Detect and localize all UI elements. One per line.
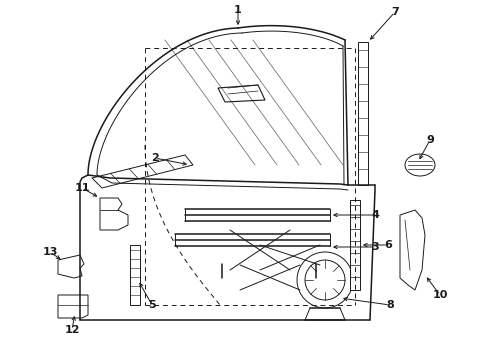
- Polygon shape: [400, 210, 425, 290]
- Text: 3: 3: [371, 242, 379, 252]
- Text: 6: 6: [384, 240, 392, 250]
- Text: 4: 4: [371, 210, 379, 220]
- Polygon shape: [100, 198, 128, 230]
- Ellipse shape: [405, 154, 435, 176]
- Polygon shape: [92, 155, 193, 188]
- Polygon shape: [350, 200, 360, 290]
- Text: 9: 9: [426, 135, 434, 145]
- Text: 11: 11: [74, 183, 90, 193]
- Text: 10: 10: [432, 290, 448, 300]
- Text: 1: 1: [234, 5, 242, 15]
- Text: 8: 8: [386, 300, 394, 310]
- Polygon shape: [58, 295, 88, 318]
- Text: 12: 12: [64, 325, 80, 335]
- Circle shape: [297, 252, 353, 308]
- Polygon shape: [130, 245, 140, 305]
- Polygon shape: [218, 85, 265, 102]
- Text: 13: 13: [42, 247, 58, 257]
- Polygon shape: [58, 255, 84, 278]
- Polygon shape: [358, 42, 368, 185]
- Circle shape: [305, 260, 345, 300]
- Text: 7: 7: [391, 7, 399, 17]
- Text: 2: 2: [151, 153, 159, 163]
- Text: 5: 5: [148, 300, 156, 310]
